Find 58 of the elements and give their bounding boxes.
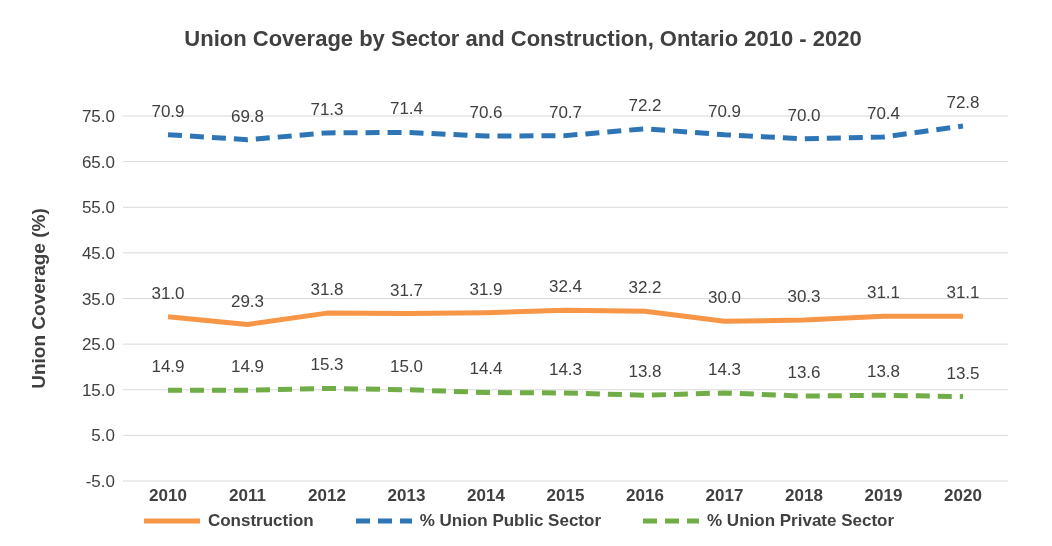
x-tick-label: 2010 bbox=[149, 486, 187, 506]
x-tick-label: 2015 bbox=[546, 486, 585, 506]
data-label: 32.4 bbox=[548, 277, 583, 297]
data-label: 13.5 bbox=[946, 363, 980, 383]
x-tick-label: 2019 bbox=[864, 486, 903, 506]
x-tick-label: 2013 bbox=[387, 486, 426, 506]
data-label: 15.3 bbox=[310, 355, 344, 375]
data-label: 13.8 bbox=[628, 362, 662, 382]
data-label: 30.3 bbox=[787, 286, 821, 306]
data-label: 14.9 bbox=[151, 357, 185, 377]
x-tick-label: 2012 bbox=[308, 486, 346, 506]
y-tick-label: 15.0 bbox=[81, 380, 115, 400]
data-label: 70.0 bbox=[787, 105, 821, 125]
y-tick-label: 75.0 bbox=[81, 107, 115, 127]
data-label: 30.0 bbox=[707, 288, 742, 308]
legend-label: % Union Private Sector bbox=[706, 511, 895, 531]
y-tick-label: 45.0 bbox=[81, 243, 115, 263]
data-label: 31.1 bbox=[866, 283, 901, 303]
data-label: 14.4 bbox=[469, 359, 503, 379]
legend-label: Construction bbox=[206, 511, 314, 531]
data-label: 70.6 bbox=[469, 103, 503, 123]
y-tick-label: 55.0 bbox=[81, 198, 115, 218]
x-tick-label: 2016 bbox=[626, 486, 664, 506]
data-label: 70.4 bbox=[866, 103, 901, 123]
data-label: 14.3 bbox=[707, 359, 742, 379]
y-tick-label: 25.0 bbox=[81, 335, 115, 355]
data-label: 31.0 bbox=[151, 283, 185, 303]
data-label: 13.6 bbox=[787, 363, 821, 383]
data-label: 72.8 bbox=[946, 93, 980, 113]
data-label: 31.1 bbox=[946, 283, 980, 303]
data-label: 70.7 bbox=[548, 102, 583, 122]
y-axis-title: Union Coverage (%) bbox=[27, 208, 49, 389]
data-label: 71.4 bbox=[389, 99, 424, 119]
legend-label: % Union Public Sector bbox=[418, 511, 602, 531]
data-label: 71.3 bbox=[310, 99, 344, 119]
x-tick-label: 2011 bbox=[229, 486, 266, 506]
data-label: 31.9 bbox=[469, 279, 503, 299]
data-label: 70.9 bbox=[151, 101, 185, 121]
data-label: 72.2 bbox=[628, 95, 662, 115]
data-label: 32.2 bbox=[628, 278, 662, 298]
data-label: 14.9 bbox=[230, 357, 265, 377]
data-label: 31.8 bbox=[310, 280, 344, 300]
data-label: 31.7 bbox=[389, 280, 424, 300]
data-label: 69.8 bbox=[230, 106, 265, 126]
data-label: 15.0 bbox=[389, 356, 424, 376]
y-tick-label: 35.0 bbox=[81, 289, 115, 309]
data-label: 70.9 bbox=[707, 101, 742, 121]
x-tick-label: 2017 bbox=[705, 486, 744, 506]
data-label: 14.3 bbox=[548, 359, 583, 379]
x-tick-label: 2014 bbox=[467, 486, 506, 506]
x-tick-label: 2020 bbox=[944, 486, 982, 506]
data-label: 29.3 bbox=[230, 291, 265, 311]
chart-title: Union Coverage by Sector and Construction, Ontario 2010 - 2020 bbox=[183, 25, 863, 53]
data-label: 13.8 bbox=[866, 362, 901, 382]
y-tick-label: -5.0 bbox=[85, 472, 115, 492]
y-tick-label: 65.0 bbox=[81, 152, 115, 172]
x-tick-label: 2018 bbox=[785, 486, 823, 506]
y-tick-label: 5.0 bbox=[91, 426, 115, 446]
